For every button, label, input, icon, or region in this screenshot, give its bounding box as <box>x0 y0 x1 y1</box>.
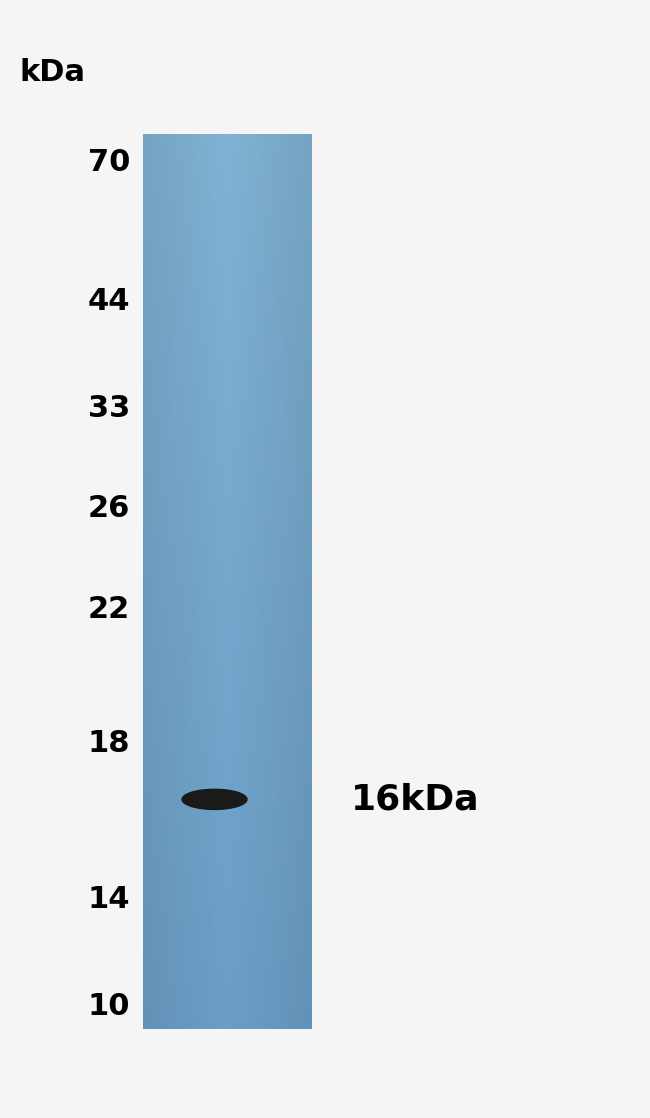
Text: 33: 33 <box>88 394 130 423</box>
Text: 10: 10 <box>88 992 130 1021</box>
Text: kDa: kDa <box>19 58 85 87</box>
Text: 70: 70 <box>88 148 130 177</box>
Text: 14: 14 <box>88 885 130 915</box>
Ellipse shape <box>182 789 247 809</box>
Text: 18: 18 <box>88 729 130 758</box>
Text: 44: 44 <box>88 287 130 316</box>
Text: 22: 22 <box>88 595 130 624</box>
Text: 16kDa: 16kDa <box>351 783 480 816</box>
Text: 26: 26 <box>88 494 130 523</box>
